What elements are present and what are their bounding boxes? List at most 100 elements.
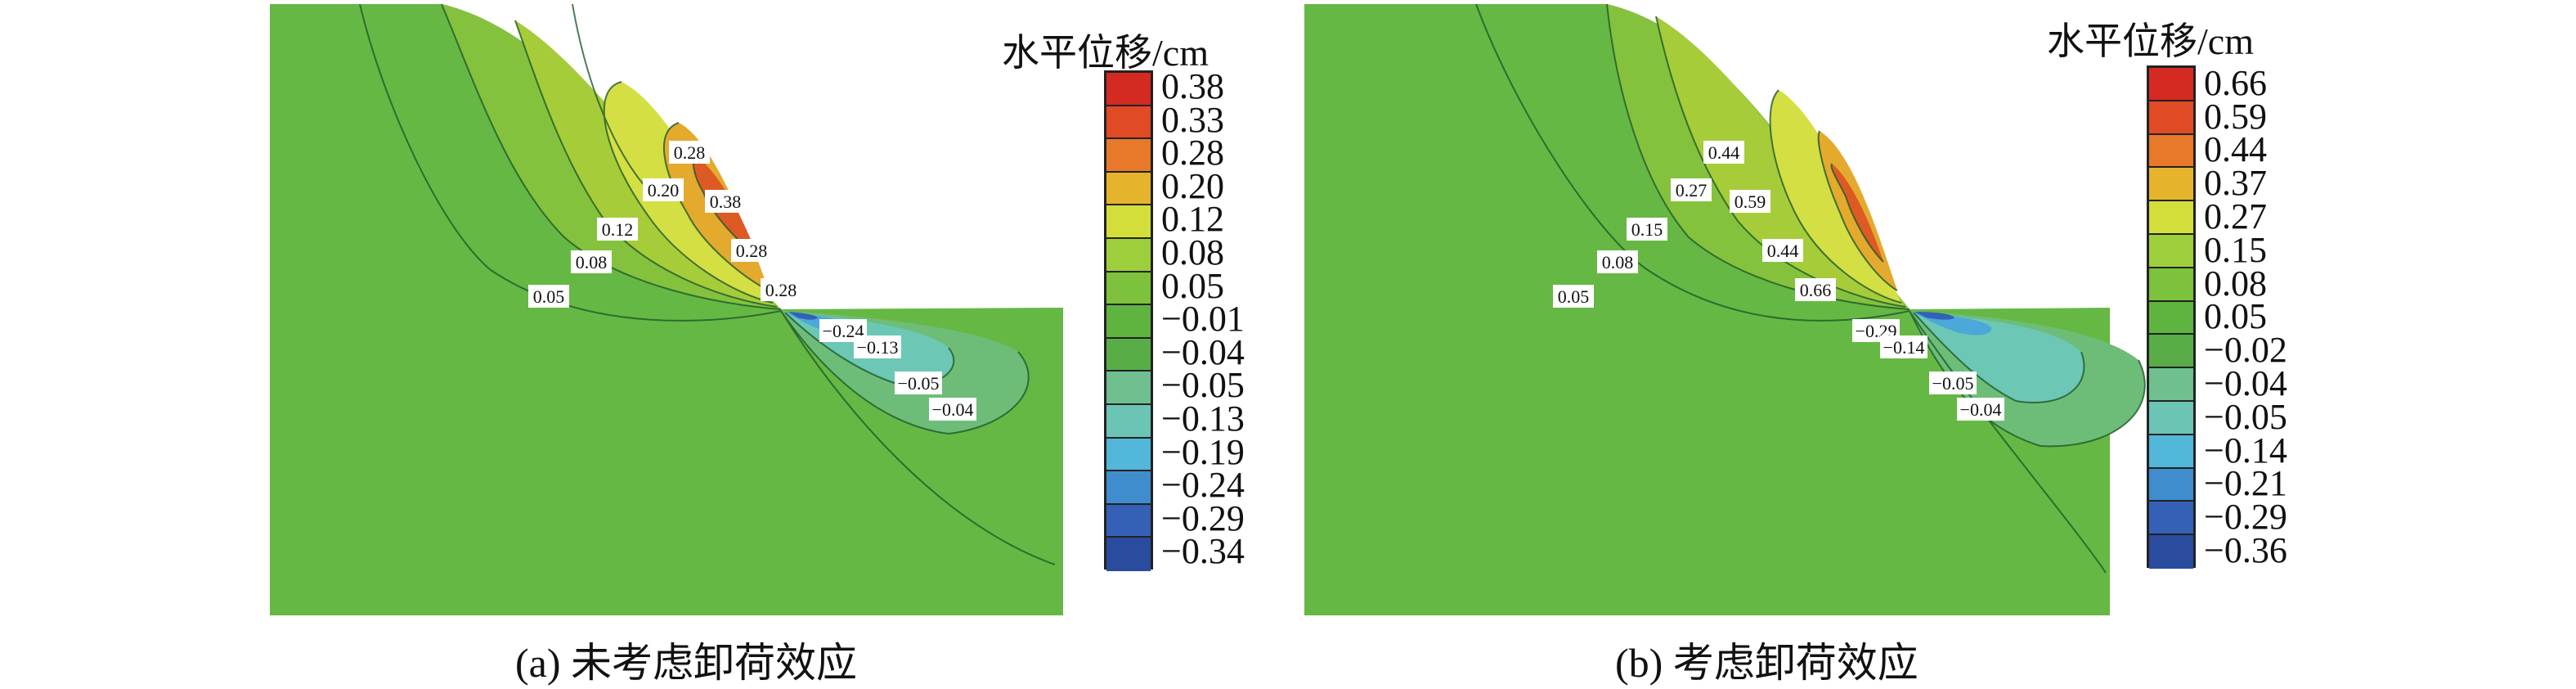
legend-swatch (1106, 139, 1151, 173)
legend-label: −0.05 (1161, 365, 1245, 405)
legend-swatch (1106, 238, 1151, 272)
legend-label: −0.02 (2204, 330, 2287, 370)
contour-label: 0.12 (597, 218, 638, 241)
legend-swatch (1106, 338, 1151, 372)
zone-neg029 (1914, 312, 1954, 320)
contour-label: 0.20 (643, 178, 684, 201)
legend-swatch (1106, 471, 1151, 505)
legend-swatch (2149, 68, 2193, 101)
legend-label: 0.28 (1161, 133, 1224, 173)
legend-label: 0.08 (1161, 232, 1224, 272)
legend-label: 0.05 (1161, 266, 1224, 306)
legend-swatch (1106, 73, 1151, 106)
legend-swatch (2149, 368, 2193, 402)
legend-swatch (2149, 301, 2193, 335)
svg-text:0.44: 0.44 (1767, 241, 1799, 261)
legend-label: 0.08 (2204, 263, 2267, 304)
contour-label: 0.15 (1627, 218, 1667, 241)
legend-colorbar (2147, 65, 2196, 569)
legend-swatch (2149, 234, 2193, 268)
legend-swatch (1106, 538, 1151, 571)
legend-label: −0.36 (2204, 530, 2287, 570)
legend-label: −0.05 (2204, 397, 2287, 437)
legend-swatch (1106, 372, 1151, 405)
legend-label: −0.34 (1161, 531, 1245, 571)
legend-label: −0.13 (1161, 399, 1245, 439)
contour-label: 0.38 (705, 190, 746, 213)
svg-text:−0.04: −0.04 (932, 399, 974, 420)
legend-swatch (1106, 504, 1151, 538)
contour-label: 0.44 (1703, 141, 1744, 164)
legend-swatch (1106, 438, 1151, 472)
legend-label: 0.27 (2204, 196, 2267, 236)
legend-swatch (1106, 172, 1151, 206)
svg-text:0.28: 0.28 (765, 280, 797, 300)
svg-text:0.66: 0.66 (1800, 280, 1832, 300)
contour-label: −0.05 (1929, 372, 1977, 394)
contour-label: 0.59 (1730, 190, 1770, 213)
legend-title: 水平位移/cm (1002, 32, 1209, 74)
panel-b: 0.44 0.27 0.59 0.15 0.44 0.08 0.66 0.05 … (1288, 0, 2576, 689)
svg-text:−0.05: −0.05 (898, 373, 940, 394)
legend-swatch (1106, 106, 1151, 140)
legend-label: 0.37 (2204, 163, 2267, 203)
svg-text:0.15: 0.15 (1631, 219, 1663, 240)
zone-038 (1831, 164, 1883, 262)
contour-label: −0.04 (929, 398, 976, 421)
legend-title: 水平位移/cm (2047, 20, 2254, 62)
legend-swatch (2149, 101, 2193, 135)
contour-label: −0.04 (1957, 398, 2004, 421)
contour-lines (359, 3, 1056, 565)
caption-b: (b) 考虑卸荷效应 (1615, 640, 1919, 686)
legend-label: −0.04 (2204, 363, 2287, 403)
legend-label: −0.14 (2204, 430, 2287, 471)
legend-label: 0.33 (1161, 100, 1224, 140)
legend-label: −0.19 (1161, 432, 1245, 472)
legend-label: −0.01 (1161, 299, 1245, 339)
legend-swatch (2149, 335, 2193, 369)
contour-label: 0.28 (761, 278, 801, 301)
slope-body (270, 4, 1063, 615)
contour-plot-b: 0.44 0.27 0.59 0.15 0.44 0.08 0.66 0.05 … (1304, 3, 2146, 615)
contour-label: −0.05 (895, 372, 942, 394)
svg-text:−0.13: −0.13 (857, 337, 899, 358)
legend-label: −0.04 (1161, 332, 1245, 372)
legend-colorbar (1104, 70, 1153, 571)
zone-neg029 (788, 312, 818, 320)
legend-swatch (1106, 272, 1151, 306)
legend-swatch (2149, 401, 2193, 435)
svg-text:0.05: 0.05 (533, 286, 565, 307)
legend-swatch (2149, 134, 2193, 169)
legend-label: 0.15 (2204, 230, 2267, 270)
legend-swatch (1106, 305, 1151, 339)
contour-labels: 0.28 0.20 0.38 0.12 0.28 0.08 0.28 0.05 … (528, 141, 976, 421)
contour-labels: 0.44 0.27 0.59 0.15 0.44 0.08 0.66 0.05 … (1553, 141, 2004, 421)
legend-swatch (2149, 268, 2193, 302)
legend-label: 0.05 (2204, 296, 2267, 336)
svg-text:−0.14: −0.14 (1883, 337, 1925, 358)
contour-label: 0.08 (1597, 250, 1638, 273)
legend-swatch (2149, 502, 2193, 536)
svg-text:−0.04: −0.04 (1960, 399, 2002, 420)
contour-label: −0.13 (854, 335, 901, 358)
legend-label: 0.59 (2204, 97, 2267, 137)
legend-label: −0.21 (2204, 463, 2287, 503)
svg-text:0.59: 0.59 (1735, 191, 1766, 212)
legend-swatch (1106, 404, 1151, 439)
svg-text:0.08: 0.08 (576, 252, 608, 272)
contour-label: 0.28 (669, 141, 710, 164)
zone-neg013 (1914, 313, 2085, 403)
legend-swatch (2149, 535, 2193, 569)
caption-a: (a) 未考虑卸荷效应 (515, 640, 857, 686)
svg-text:0.28: 0.28 (736, 241, 768, 261)
legend-swatch (2149, 468, 2193, 502)
contour-label: 0.66 (1795, 278, 1836, 301)
svg-text:0.08: 0.08 (1602, 252, 1634, 272)
legend-label: −0.29 (2204, 497, 2287, 537)
legend-label: 0.38 (1161, 66, 1224, 106)
legend-label: −0.29 (1161, 498, 1245, 538)
contour-lines (1475, 3, 2146, 574)
legend-label: 0.44 (2204, 129, 2267, 169)
contour-label: 0.08 (571, 250, 612, 273)
svg-text:−0.05: −0.05 (1932, 373, 1974, 394)
